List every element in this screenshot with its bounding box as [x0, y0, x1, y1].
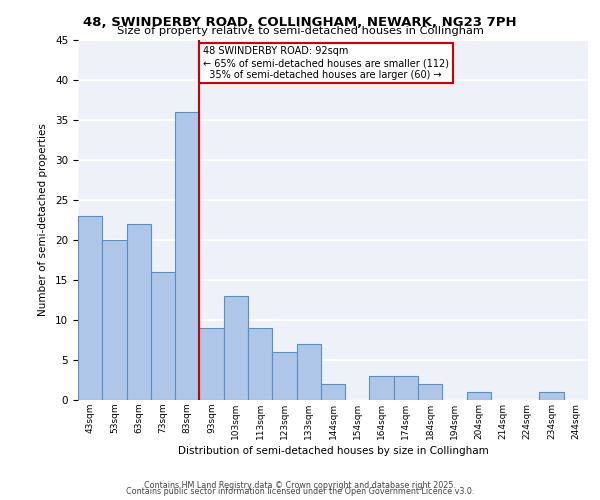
Bar — [418, 384, 442, 400]
Bar — [248, 328, 272, 400]
Bar — [102, 240, 127, 400]
Bar — [394, 376, 418, 400]
Bar — [321, 384, 345, 400]
Bar — [224, 296, 248, 400]
Bar — [467, 392, 491, 400]
X-axis label: Distribution of semi-detached houses by size in Collingham: Distribution of semi-detached houses by … — [178, 446, 488, 456]
Bar — [78, 216, 102, 400]
Bar — [539, 392, 564, 400]
Bar — [151, 272, 175, 400]
Bar — [296, 344, 321, 400]
Bar — [272, 352, 296, 400]
Text: 48, SWINDERBY ROAD, COLLINGHAM, NEWARK, NG23 7PH: 48, SWINDERBY ROAD, COLLINGHAM, NEWARK, … — [83, 16, 517, 29]
Text: Size of property relative to semi-detached houses in Collingham: Size of property relative to semi-detach… — [116, 26, 484, 36]
Text: Contains HM Land Registry data © Crown copyright and database right 2025.: Contains HM Land Registry data © Crown c… — [144, 481, 456, 490]
Bar — [175, 112, 199, 400]
Bar — [199, 328, 224, 400]
Y-axis label: Number of semi-detached properties: Number of semi-detached properties — [38, 124, 48, 316]
Text: Contains public sector information licensed under the Open Government Licence v3: Contains public sector information licen… — [126, 488, 474, 496]
Bar — [127, 224, 151, 400]
Text: 48 SWINDERBY ROAD: 92sqm
← 65% of semi-detached houses are smaller (112)
  35% o: 48 SWINDERBY ROAD: 92sqm ← 65% of semi-d… — [203, 46, 449, 80]
Bar — [370, 376, 394, 400]
